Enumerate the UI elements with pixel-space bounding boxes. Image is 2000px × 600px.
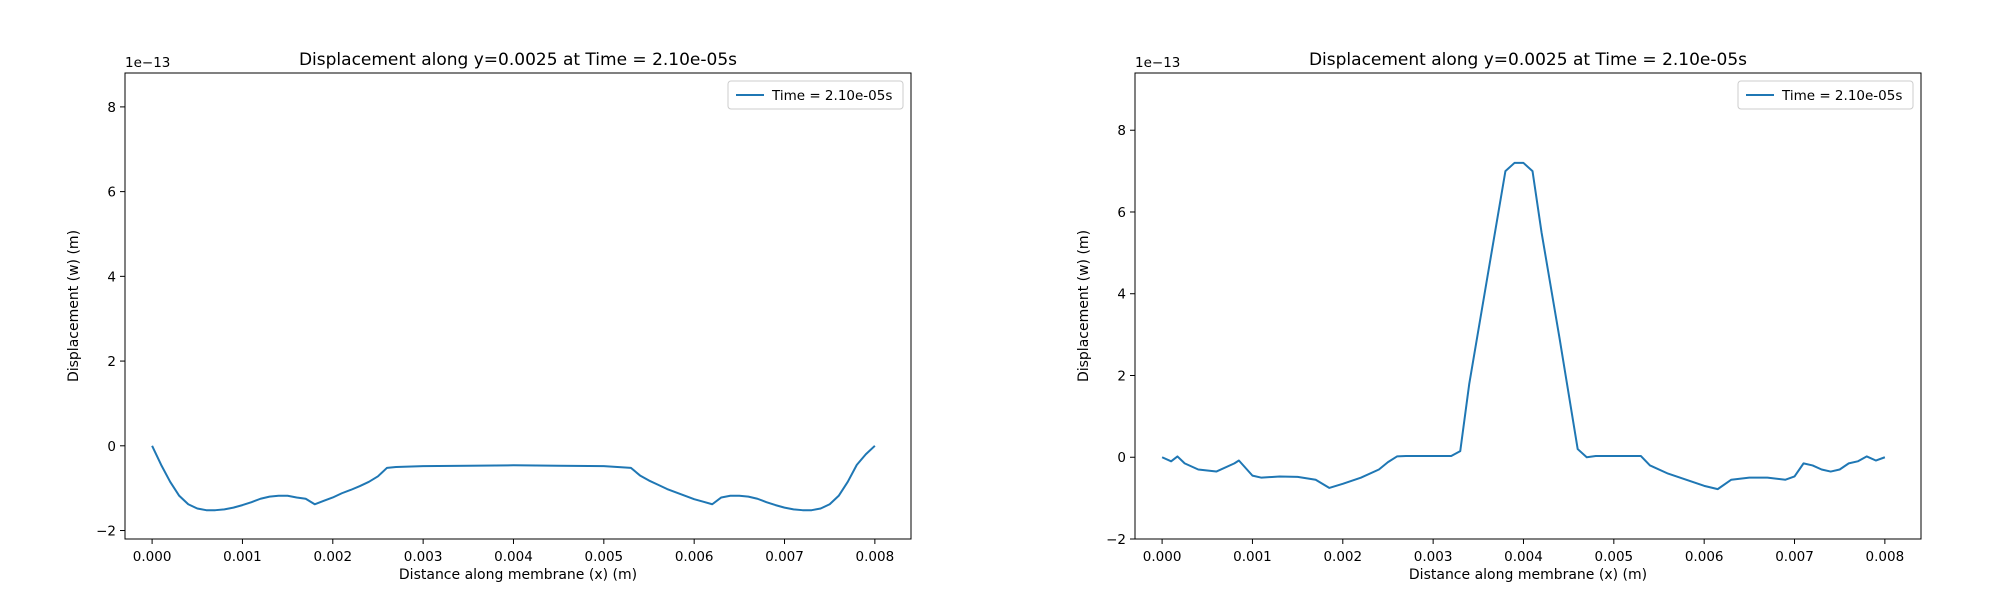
x-tick-label: 0.002 (1323, 549, 1362, 565)
y-tick-label: 0 (107, 439, 116, 455)
x-tick-label: 0.001 (1233, 549, 1272, 565)
y-axis-label: Displacement (w) (m) (1076, 230, 1092, 382)
y-offset-text: 1e−13 (125, 55, 170, 71)
chart-left: Displacement along y=0.0025 at Time = 2.… (66, 50, 912, 583)
x-tick-label: 0.004 (1504, 549, 1543, 565)
chart-title: Displacement along y=0.0025 at Time = 2.… (1309, 50, 1747, 70)
x-tick-label: 0.005 (584, 549, 623, 565)
x-tick-label: 0.001 (223, 549, 262, 565)
x-tick-label: 0.007 (1775, 549, 1814, 565)
y-axis-label: Displacement (w) (m) (66, 230, 82, 382)
legend-box (727, 80, 904, 110)
y-tick-label: −2 (1106, 532, 1126, 548)
legend: Time = 2.10e-05s (727, 80, 904, 110)
legend-label: Time = 2.10e-05s (771, 88, 892, 104)
x-axis-label: Distance along membrane (x) (m) (399, 567, 637, 583)
x-tick-label: 0.008 (1866, 549, 1905, 565)
x-tick-label: 0.004 (494, 549, 533, 565)
x-tick-label: 0.000 (133, 549, 172, 565)
chart-right: Displacement along y=0.0025 at Time = 2.… (1076, 50, 1922, 583)
y-tick-label: 6 (1117, 205, 1126, 221)
y-tick-label: 8 (1117, 123, 1126, 139)
x-tick-label: 0.008 (856, 549, 895, 565)
x-tick-label: 0.007 (765, 549, 804, 565)
y-tick-label: 0 (1117, 450, 1126, 466)
y-tick-label: −2 (96, 524, 116, 540)
series-line-0 (1161, 161, 1886, 491)
legend-label: Time = 2.10e-05s (1781, 88, 1902, 104)
plot-frame (1134, 72, 1922, 540)
y-tick-label: 2 (1117, 368, 1126, 384)
x-tick-label: 0.003 (1414, 549, 1453, 565)
legend: Time = 2.10e-05s (1737, 80, 1914, 110)
y-tick-label: 8 (107, 100, 116, 116)
x-axis-label: Distance along membrane (x) (m) (1409, 567, 1647, 583)
y-tick-label: 6 (107, 185, 116, 201)
series-line-0 (151, 445, 876, 512)
y-tick-label: 4 (107, 269, 116, 285)
x-tick-label: 0.005 (1594, 549, 1633, 565)
y-tick-label: 2 (107, 354, 116, 370)
x-tick-label: 0.006 (675, 549, 714, 565)
chart-title: Displacement along y=0.0025 at Time = 2.… (299, 50, 737, 70)
x-tick-label: 0.006 (1685, 549, 1724, 565)
y-tick-label: 4 (1117, 287, 1126, 303)
x-tick-label: 0.000 (1143, 549, 1182, 565)
plot-frame (124, 72, 912, 540)
x-tick-label: 0.002 (313, 549, 352, 565)
y-offset-text: 1e−13 (1135, 55, 1180, 71)
legend-box (1737, 80, 1914, 110)
x-tick-label: 0.003 (404, 549, 443, 565)
